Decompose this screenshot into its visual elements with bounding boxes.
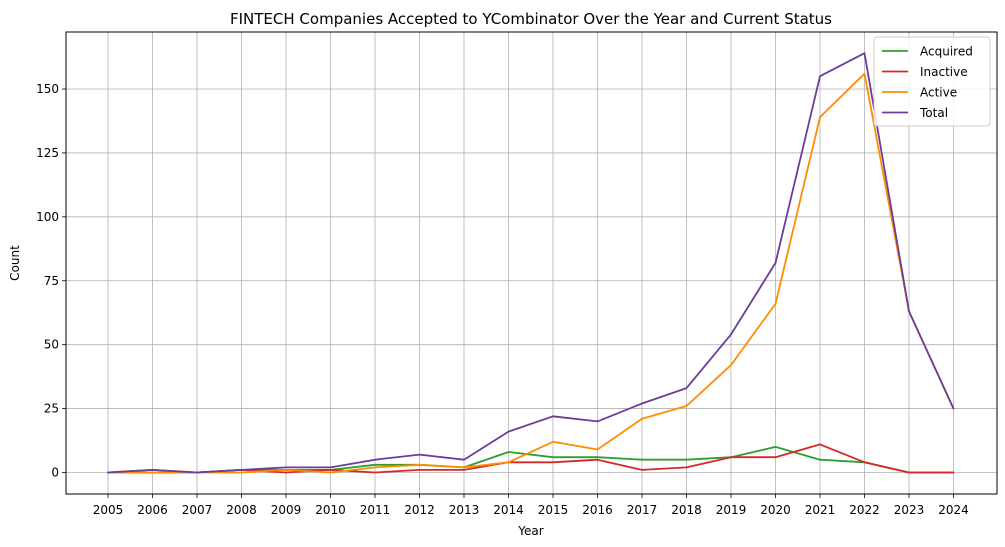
legend-label: Acquired	[920, 45, 973, 59]
x-tick-label: 2011	[360, 503, 391, 517]
x-tick-label: 2016	[582, 503, 613, 517]
y-tick-label: 100	[36, 210, 59, 224]
x-tick-label: 2020	[760, 503, 791, 517]
series-line-acquired	[107, 445, 955, 474]
x-tick-label: 2010	[315, 503, 346, 517]
y-axis-title: Count	[8, 245, 22, 281]
legend: Acquired Inactive Active Total	[873, 36, 991, 127]
y-axis-ticks: 0 25 50 75 100 125 150	[36, 82, 66, 480]
x-tick-label: 2012	[404, 503, 435, 517]
x-tick-label: 2013	[449, 503, 480, 517]
x-tick-label: 2022	[849, 503, 880, 517]
legend-label: Total	[919, 106, 948, 120]
series-lines	[107, 52, 955, 474]
y-tick-label: 50	[44, 338, 59, 352]
y-tick-label: 0	[51, 466, 59, 480]
chart-title: FINTECH Companies Accepted to YCombinato…	[230, 10, 832, 28]
x-axis-title: Year	[517, 524, 543, 538]
y-tick-label: 150	[36, 82, 59, 96]
x-tick-label: 2015	[538, 503, 569, 517]
x-tick-label: 2019	[716, 503, 747, 517]
series-line-inactive	[107, 443, 955, 474]
x-axis-ticks: 2005 2006 2007 2008 2009 2010 2011 2012 2013 2014…	[93, 494, 969, 517]
y-tick-label: 75	[44, 274, 59, 288]
legend-box	[873, 36, 991, 127]
series-line-total	[107, 52, 955, 474]
x-tick-label: 2007	[182, 503, 213, 517]
y-tick-label: 25	[44, 402, 59, 416]
legend-label: Active	[920, 86, 957, 100]
series-line-active	[107, 72, 955, 474]
x-tick-label: 2018	[671, 503, 702, 517]
x-tick-label: 2005	[93, 503, 124, 517]
x-tick-label: 2024	[938, 503, 969, 517]
x-tick-label: 2006	[137, 503, 168, 517]
x-tick-label: 2009	[271, 503, 302, 517]
x-tick-label: 2023	[894, 503, 925, 517]
x-tick-label: 2008	[226, 503, 257, 517]
x-tick-label: 2021	[805, 503, 836, 517]
grid-lines	[66, 32, 997, 494]
x-tick-label: 2017	[627, 503, 658, 517]
x-tick-label: 2014	[493, 503, 524, 517]
y-tick-label: 125	[36, 146, 59, 160]
legend-label: Inactive	[920, 65, 968, 79]
plot-frame	[65, 31, 998, 495]
